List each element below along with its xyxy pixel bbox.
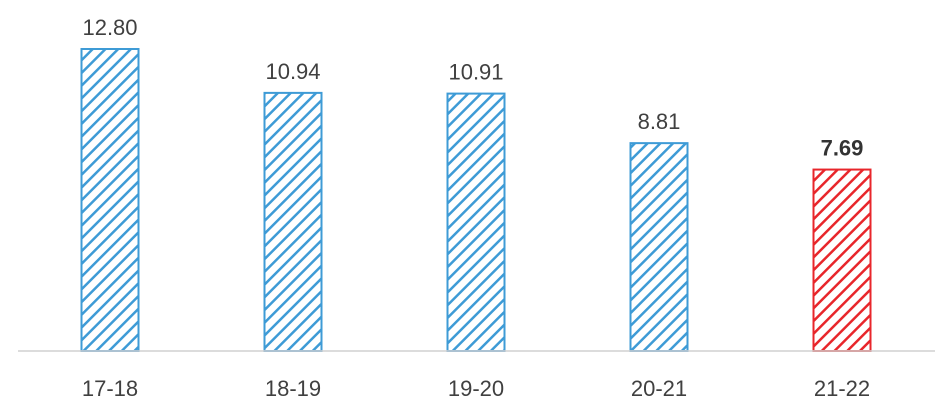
bar-18-19 (263, 91, 323, 353)
x-tick-label-20-21: 20-21 (631, 376, 687, 401)
x-tick-label-18-19: 18-19 (265, 376, 321, 401)
x-tick-label-17-18: 17-18 (82, 376, 138, 401)
value-label-17-18: 12.80 (82, 15, 137, 40)
x-axis-tick-labels: 17-18 18-19 19-20 20-21 21-22 (82, 376, 870, 401)
x-tick-label-21-22: 21-22 (814, 376, 870, 401)
value-label-18-19: 10.94 (265, 59, 320, 84)
value-labels-group: 12.80 10.94 10.91 8.81 7.69 (82, 15, 863, 161)
bar-19-20 (446, 92, 506, 352)
value-label-21-22: 7.69 (821, 136, 864, 161)
bar-21-22 (812, 168, 872, 352)
value-label-20-21: 8.81 (638, 109, 681, 134)
bar-20-21 (629, 142, 689, 352)
x-tick-label-19-20: 19-20 (448, 376, 504, 401)
bars-group (80, 48, 872, 353)
bar-17-18 (80, 48, 140, 352)
value-label-19-20: 10.91 (448, 60, 503, 85)
